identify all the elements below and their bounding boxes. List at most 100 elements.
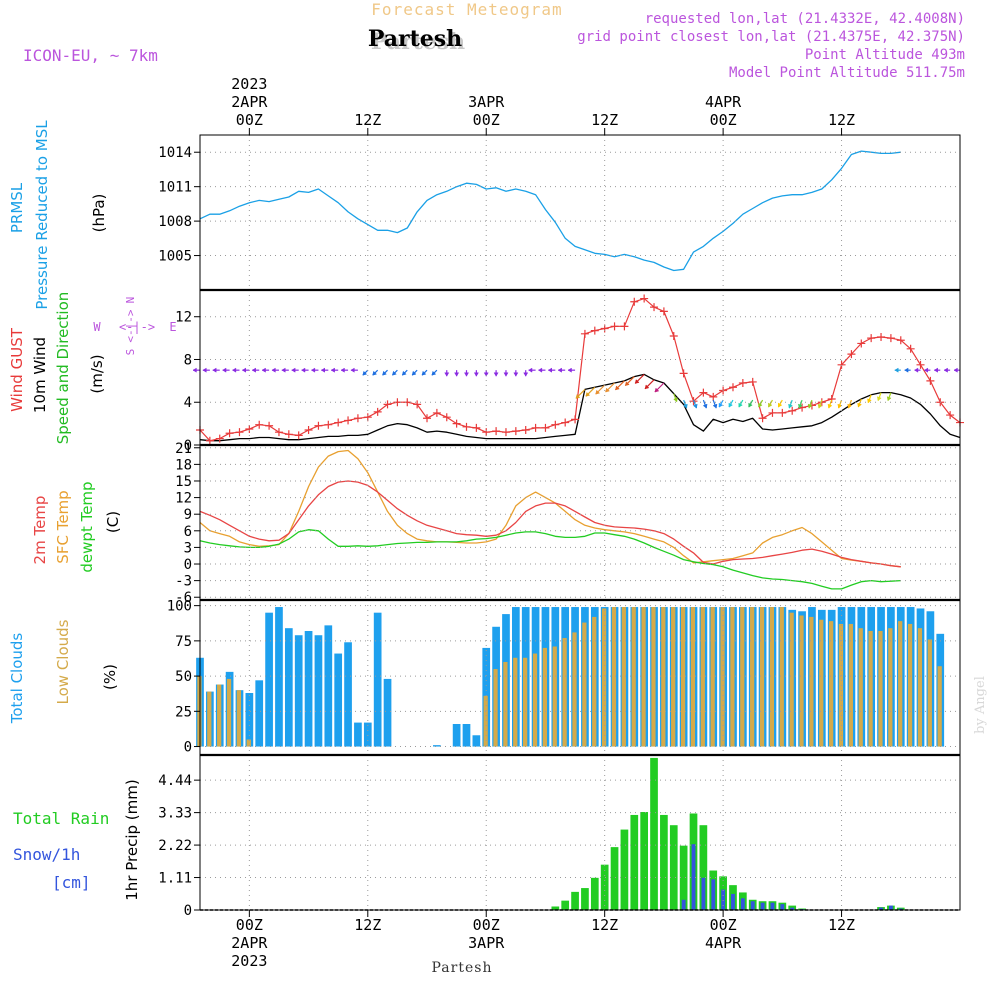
low-cloud-bar xyxy=(246,739,251,747)
station-title: Partesh xyxy=(368,26,462,52)
top-time-label: 4APR xyxy=(705,93,742,111)
wind-direction-arrowhead xyxy=(301,367,306,373)
wind-direction-arrowhead xyxy=(894,367,899,373)
low-cloud-bar xyxy=(671,607,676,747)
footer-location: Partesh xyxy=(432,960,493,976)
gust-marker xyxy=(867,334,876,343)
gust-marker xyxy=(946,411,955,420)
low-cloud-bar xyxy=(532,653,538,747)
wind-direction-arrowhead xyxy=(281,367,286,373)
rain-bar xyxy=(551,906,560,910)
wind-ytick-label: 0 xyxy=(184,438,192,454)
compass-south: S xyxy=(124,349,137,356)
gust-marker xyxy=(353,414,362,423)
gust-marker xyxy=(886,334,895,343)
wind-direction-arrowhead xyxy=(528,367,533,373)
gust-marker xyxy=(462,422,471,431)
wind-direction-arrowhead xyxy=(585,391,591,397)
wind-speed-line xyxy=(199,373,961,442)
rain-bar xyxy=(650,757,658,910)
wind-direction-arrowhead xyxy=(421,370,427,376)
temp-2m-line xyxy=(199,480,901,568)
gust-marker xyxy=(334,418,343,427)
wind-direction-arrowhead xyxy=(615,385,620,391)
wind-direction-arrowhead xyxy=(692,403,698,409)
rain-bar xyxy=(630,814,639,910)
wind-direction-arrowhead xyxy=(202,367,207,373)
gust-marker xyxy=(225,429,234,438)
wind-direction-arrowhead xyxy=(683,403,688,409)
gust-marker xyxy=(452,419,461,428)
gust-marker xyxy=(926,376,935,385)
clouds-ytick-label: 75 xyxy=(175,634,192,650)
gust-marker xyxy=(344,416,353,425)
low-cloud-bar xyxy=(601,608,607,747)
wind-direction-arrowhead xyxy=(654,387,660,393)
wind-direction-arrowhead xyxy=(817,403,823,409)
gust-marker xyxy=(501,428,510,437)
snow-bar xyxy=(780,904,785,910)
pressure-line xyxy=(199,150,901,272)
wind-direction-arrowhead xyxy=(943,367,948,373)
low-cloud-bar xyxy=(542,647,547,747)
requested-coords: requested lon,lat (21.4332E, 42.4008N) xyxy=(645,11,965,27)
wind-direction-arrowhead xyxy=(886,396,892,402)
gust-marker xyxy=(669,331,678,340)
bottom-time-label: 00Z xyxy=(710,916,737,934)
gust-marker xyxy=(768,408,777,417)
low-cloud-bar xyxy=(888,628,893,747)
low-cloud-bar xyxy=(631,607,636,747)
gust-marker xyxy=(472,423,481,432)
gust-marker xyxy=(413,400,422,409)
low-cloud-bar xyxy=(503,662,508,747)
wind-direction-arrowhead xyxy=(728,402,733,408)
wind-direction-arrowhead xyxy=(575,394,581,399)
low-cloud-bar xyxy=(917,628,923,747)
wind-ytick-label: 12 xyxy=(175,310,192,326)
clouds-axes: 0 25 50 75 100 xyxy=(167,599,961,756)
wind-direction-arrowhead xyxy=(372,370,378,376)
wind-direction-arrowhead xyxy=(411,370,417,376)
low-cloud-bar xyxy=(878,631,883,747)
wind-direction-arrowhead xyxy=(340,367,345,373)
credit: by Angel xyxy=(973,676,988,734)
rain-bar xyxy=(669,825,678,910)
wind-direction-arrowhead xyxy=(718,402,724,408)
point-altitude: Point Altitude 493m xyxy=(805,47,965,63)
low-cloud-bar xyxy=(828,621,834,747)
label-2m-temp: 2m Temp xyxy=(31,496,49,565)
wind-direction-arrowhead xyxy=(798,403,803,409)
gust-marker xyxy=(778,408,787,417)
bottom-time-label: 2APR xyxy=(231,934,268,952)
bottom-time-label: 12Z xyxy=(591,916,618,934)
wind-direction-arrowhead xyxy=(320,367,325,373)
low-cloud-bar xyxy=(217,684,222,747)
label-total-rain: Total Rain xyxy=(13,809,109,828)
total-cloud-bar xyxy=(344,642,352,747)
gust-marker xyxy=(590,326,599,335)
total-cloud-bar xyxy=(472,735,481,747)
wind-direction-arrowhead xyxy=(712,403,718,409)
gust-marker xyxy=(788,406,797,415)
wind-direction-arrowhead xyxy=(904,367,909,373)
snow-bar xyxy=(701,877,706,910)
wind-direction-arrowhead xyxy=(933,367,938,373)
wind-direction-arrowhead xyxy=(483,372,489,377)
wind-ytick-label: 8 xyxy=(184,352,192,368)
gust-marker xyxy=(235,428,244,437)
wind-direction-arrowhead xyxy=(382,370,387,376)
temperature-ytick-label: -3 xyxy=(175,574,192,590)
dewpt-temp-line xyxy=(199,529,901,590)
low-cloud-bar xyxy=(868,631,873,747)
top-time-label: 2APR xyxy=(231,93,268,111)
gust-marker xyxy=(906,344,915,353)
clouds-ytick-label: 25 xyxy=(175,704,192,720)
low-cloud-bar xyxy=(641,607,646,747)
compass-east: E xyxy=(169,320,176,334)
rain-bar xyxy=(620,829,629,910)
sfc-temp-line xyxy=(199,449,901,568)
low-cloud-bar xyxy=(789,612,794,747)
total-cloud-bar xyxy=(275,607,283,747)
low-cloud-bar xyxy=(730,607,735,747)
